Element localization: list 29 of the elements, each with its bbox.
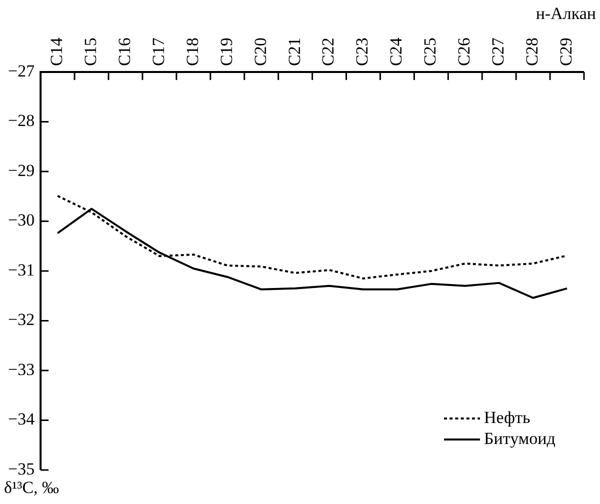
y-tick-label: −35 [8, 459, 35, 478]
x-tick-label: C27 [488, 37, 508, 66]
x-tick-label: C16 [114, 38, 134, 66]
x-tick-label: C21 [284, 38, 304, 66]
y-tick-label: −27 [8, 61, 36, 80]
y-axis-title: δ¹³C, ‰ [4, 478, 60, 497]
x-tick-label: C25 [420, 38, 440, 66]
x-tick-label: C15 [81, 38, 100, 66]
y-tick-label: −28 [8, 111, 35, 130]
x-tick-label: C26 [454, 38, 474, 66]
x-axis-title: н-Алкан [536, 4, 596, 23]
y-tick-label: −31 [8, 260, 35, 280]
y-tick-label: −30 [8, 210, 35, 230]
x-tick-label: C28 [522, 38, 542, 66]
x-tick-label: C17 [148, 37, 168, 66]
x-tick-label: C20 [250, 38, 270, 66]
x-tick-label: C19 [216, 38, 236, 66]
y-tick-label: −34 [8, 410, 36, 429]
x-tick-label: C23 [352, 38, 372, 66]
legend-label: Битумоид [484, 428, 556, 448]
x-tick-label: C29 [556, 38, 576, 66]
y-tick-label: −29 [8, 160, 35, 180]
x-tick-label: C24 [386, 37, 406, 66]
x-tick-label: C22 [318, 38, 338, 66]
legend-label: Нефть [484, 408, 530, 427]
y-tick-label: −33 [8, 360, 35, 379]
x-tick-label: C18 [182, 38, 202, 66]
x-tick-label: C14 [47, 37, 66, 66]
y-tick-label: −32 [8, 310, 35, 330]
